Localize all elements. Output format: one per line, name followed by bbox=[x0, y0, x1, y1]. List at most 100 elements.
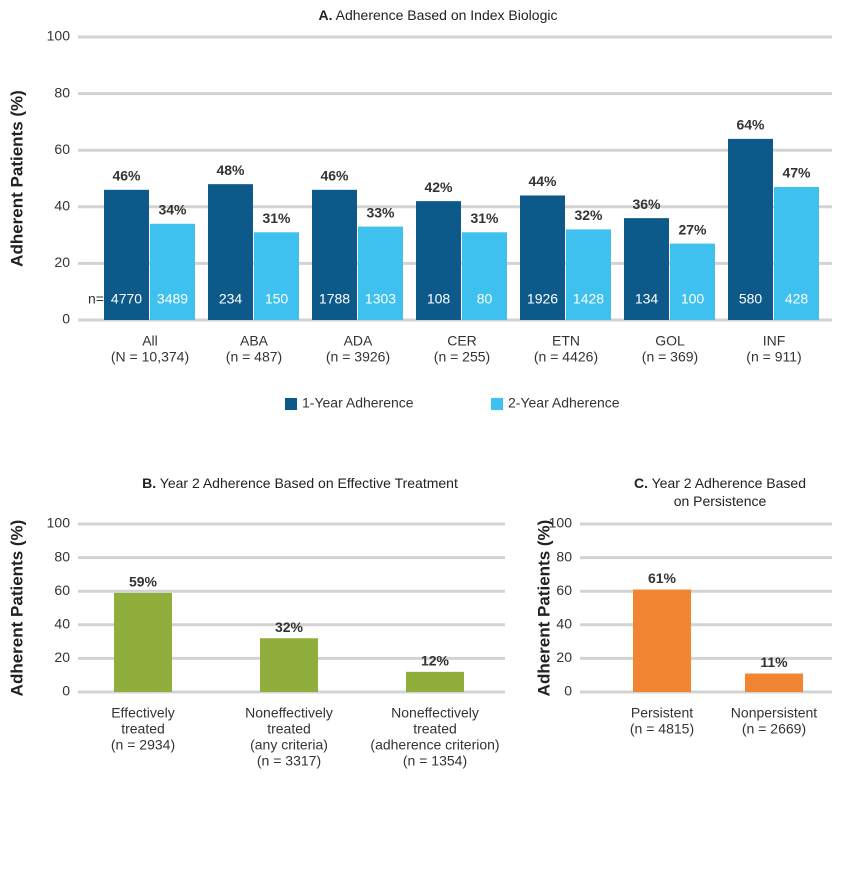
x-tick-label: Nonpersistent bbox=[731, 705, 817, 721]
value-label: 42% bbox=[424, 179, 453, 195]
bar bbox=[104, 189, 149, 320]
n-label: 1428 bbox=[573, 291, 604, 307]
y-tick-label: 0 bbox=[564, 683, 572, 699]
x-tick-label: CER bbox=[447, 333, 477, 349]
value-label: 36% bbox=[632, 196, 661, 212]
y-tick-label: 0 bbox=[62, 311, 70, 327]
y-tick-label: 20 bbox=[54, 254, 70, 270]
value-label: 33% bbox=[366, 204, 395, 220]
y-tick-label: 80 bbox=[54, 548, 70, 564]
x-tick-label: Noneffectively bbox=[245, 705, 333, 721]
value-label: 31% bbox=[470, 210, 499, 226]
title-text: on Persistence bbox=[674, 493, 767, 509]
x-tick-label: treated bbox=[121, 721, 165, 737]
n-label: 134 bbox=[635, 291, 659, 307]
value-label: 31% bbox=[262, 210, 291, 226]
n-label: 234 bbox=[219, 291, 243, 307]
legend-swatch bbox=[285, 398, 297, 410]
bar bbox=[150, 223, 195, 320]
bar bbox=[114, 592, 172, 692]
value-label: 47% bbox=[782, 165, 811, 181]
n-label: 80 bbox=[477, 291, 493, 307]
x-tick-label: (n = 4815) bbox=[630, 721, 694, 737]
bar bbox=[462, 232, 507, 320]
panel-label: C. bbox=[634, 475, 648, 491]
bar bbox=[208, 184, 253, 320]
x-tick-label: (n = 4426) bbox=[534, 349, 598, 365]
x-tick-label: Noneffectively bbox=[391, 705, 479, 721]
y-tick-label: 60 bbox=[556, 582, 572, 598]
y-tick-label: 40 bbox=[556, 616, 572, 632]
chart-title: A. Adherence Based on Index Biologic bbox=[319, 7, 558, 23]
x-tick-label: (n = 3317) bbox=[257, 753, 321, 769]
value-label: 34% bbox=[158, 201, 187, 217]
bar bbox=[406, 671, 464, 692]
title-text: Year 2 Adherence Based bbox=[652, 475, 806, 491]
y-tick-label: 60 bbox=[54, 582, 70, 598]
x-tick-label: All bbox=[142, 333, 158, 349]
x-tick-label: (n = 911) bbox=[746, 349, 801, 365]
value-label: 59% bbox=[129, 574, 158, 590]
n-label: 100 bbox=[681, 291, 705, 307]
bar bbox=[416, 201, 461, 320]
n-label: 3489 bbox=[157, 291, 188, 307]
title-text: Year 2 Adherence Based on Effective Trea… bbox=[160, 475, 458, 491]
bar bbox=[520, 195, 565, 320]
bar bbox=[260, 638, 318, 692]
value-label: 48% bbox=[216, 162, 245, 178]
x-tick-label: INF bbox=[763, 333, 786, 349]
x-tick-label: ADA bbox=[344, 333, 373, 349]
bar bbox=[566, 229, 611, 320]
value-label: 46% bbox=[112, 168, 141, 184]
value-label: 11% bbox=[760, 654, 788, 670]
y-tick-label: 80 bbox=[556, 548, 572, 564]
y-tick-label: 20 bbox=[556, 649, 572, 665]
n-label: 4770 bbox=[111, 291, 142, 307]
n-label: 150 bbox=[265, 291, 289, 307]
y-tick-label: 100 bbox=[549, 515, 573, 531]
value-label: 44% bbox=[528, 173, 557, 189]
x-tick-label: treated bbox=[413, 721, 457, 737]
x-tick-label: Persistent bbox=[631, 705, 693, 721]
x-tick-label: ETN bbox=[552, 333, 580, 349]
value-label: 32% bbox=[574, 207, 603, 223]
n-label: 428 bbox=[785, 291, 809, 307]
y-tick-label: 60 bbox=[54, 141, 70, 157]
bar bbox=[774, 186, 819, 320]
y-axis-label: Adherent Patients (%) bbox=[7, 90, 26, 267]
y-tick-label: 80 bbox=[54, 84, 70, 100]
x-tick-label: GOL bbox=[655, 333, 685, 349]
y-tick-label: 100 bbox=[47, 28, 71, 44]
chart-title: B. Year 2 Adherence Based on Effective T… bbox=[142, 475, 458, 491]
bar bbox=[624, 218, 669, 320]
value-label: 27% bbox=[678, 221, 707, 237]
x-tick-label: Effectively bbox=[111, 705, 175, 721]
legend-label: 2-Year Adherence bbox=[508, 395, 620, 411]
y-tick-label: 0 bbox=[62, 683, 70, 699]
n-label: 580 bbox=[739, 291, 763, 307]
x-tick-label: (n = 2669) bbox=[742, 721, 806, 737]
n-label: 1303 bbox=[365, 291, 396, 307]
bar bbox=[728, 138, 773, 320]
y-tick-label: 40 bbox=[54, 198, 70, 214]
value-label: 32% bbox=[275, 619, 304, 635]
n-prefix: n= bbox=[88, 291, 104, 307]
y-axis-label: Adherent Patients (%) bbox=[534, 520, 553, 697]
value-label: 12% bbox=[421, 653, 450, 669]
x-tick-label: (N = 10,374) bbox=[111, 349, 189, 365]
y-tick-label: 40 bbox=[54, 616, 70, 632]
x-tick-label: (n = 487) bbox=[226, 349, 282, 365]
value-label: 46% bbox=[320, 168, 349, 184]
bar bbox=[745, 673, 803, 692]
x-tick-label: (n = 369) bbox=[642, 349, 698, 365]
x-tick-label: (n = 1354) bbox=[403, 753, 467, 769]
x-tick-label: (n = 2934) bbox=[111, 737, 175, 753]
bar bbox=[670, 243, 715, 320]
bar bbox=[312, 189, 357, 320]
n-label: 1788 bbox=[319, 291, 350, 307]
legend-swatch bbox=[491, 398, 503, 410]
chart-title: on Persistence bbox=[674, 493, 767, 509]
value-label: 61% bbox=[648, 570, 677, 586]
y-axis-label: Adherent Patients (%) bbox=[7, 520, 26, 697]
legend-label: 1-Year Adherence bbox=[302, 395, 414, 411]
